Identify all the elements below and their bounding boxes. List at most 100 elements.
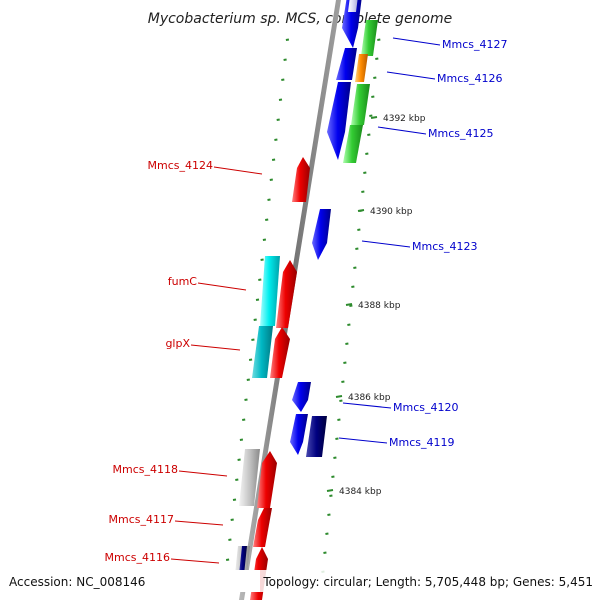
gene-callout-line	[342, 402, 392, 409]
gc-dot	[373, 76, 377, 79]
kbp-tick-label: 4390 kbp	[370, 207, 413, 217]
gc-dot	[278, 98, 283, 101]
gene-label[interactable]: Mmcs_4120	[393, 401, 458, 414]
gene-arrow-orange[interactable]	[355, 54, 368, 82]
gene-label[interactable]: glpX	[165, 337, 190, 350]
gc-dot	[244, 398, 248, 401]
footer-bg-right	[259, 570, 600, 592]
gene-arrow-mmcs-4118[interactable]	[257, 451, 277, 508]
genome-summary-text: Topology: circular; Length: 5,705,448 bp…	[262, 575, 593, 589]
gene-arrow-mmcs-4124[interactable]	[292, 157, 310, 202]
gc-dot	[265, 218, 269, 221]
kbp-tick-label: 4384 kbp	[339, 487, 382, 497]
gene-arrow-top-pale	[348, 0, 358, 12]
footer-bg-left	[0, 570, 260, 592]
gene-arrow-mmcs-4118-gray[interactable]	[239, 449, 260, 506]
gene-label[interactable]: Mmcs_4116	[105, 551, 170, 564]
gc-dot	[285, 38, 290, 41]
gc-dot	[260, 258, 264, 261]
gc-dot	[371, 95, 375, 98]
gene-arrow-top-green[interactable]	[361, 20, 378, 56]
gc-dot	[341, 380, 345, 383]
gene-callout-line	[377, 126, 427, 135]
gene-arrow-green-3[interactable]	[343, 125, 363, 163]
gc-dot	[353, 266, 357, 269]
gc-dot	[232, 498, 237, 501]
gene-label[interactable]: Mmcs_4126	[437, 72, 502, 85]
gene-callouts	[170, 37, 441, 564]
gc-dot	[343, 361, 347, 364]
gc-dot	[235, 478, 239, 481]
gc-dot	[337, 418, 341, 421]
gc-dot	[262, 238, 267, 241]
gc-dot	[351, 285, 355, 288]
gc-dot	[363, 171, 367, 174]
gc-dot	[329, 494, 333, 497]
gc-dot	[325, 532, 329, 535]
gc-dot	[327, 513, 331, 516]
gc-dot	[323, 551, 327, 554]
gene-arrow-mmcs-4119-b[interactable]	[306, 416, 327, 457]
gene-arrow-fumc[interactable]	[276, 260, 297, 328]
gc-dot	[333, 456, 337, 459]
gene-callout-line	[170, 558, 220, 564]
kbp-tick-mark	[345, 303, 353, 306]
gene-arrow-fumc-cyan[interactable]	[260, 256, 280, 326]
gc-dot	[253, 318, 257, 321]
gc-dot	[276, 118, 280, 121]
gc-dot	[345, 342, 349, 345]
gc-dot	[237, 458, 241, 461]
gene-label[interactable]: Mmcs_4123	[412, 240, 477, 253]
gene-label[interactable]: fumC	[168, 275, 198, 288]
gene-callout-line	[213, 166, 263, 175]
kbp-ticks: 4392 kbp 4390 kbp 4388 kbp 4386 kbp 4384 kbp	[326, 114, 426, 497]
map-title: Mycobacterium sp. MCS, complete genome	[148, 11, 453, 27]
kbp-tick-label: 4388 kbp	[358, 301, 401, 311]
gene-arrow-glpx-teal[interactable]	[252, 326, 273, 378]
gene-arrow-mmcs-4127[interactable]	[342, 0, 362, 48]
gc-dot	[269, 178, 273, 181]
gene-callout-line	[392, 37, 441, 46]
gene-label[interactable]: Mmcs_4119	[389, 436, 454, 449]
gc-dot	[365, 152, 369, 155]
gene-callout-line	[361, 240, 411, 248]
gene-label[interactable]: Mmcs_4117	[109, 513, 174, 526]
gene-arrow-green-2[interactable]	[351, 84, 370, 125]
gene-arrow-mmcs-4123[interactable]	[312, 209, 331, 260]
gc-dot	[283, 58, 287, 61]
gene-arrow-mmcs-4119-a[interactable]	[290, 414, 308, 455]
gc-dot	[335, 437, 339, 440]
gc-dot	[357, 228, 361, 231]
gene-arrow-mmcs-4120[interactable]	[292, 382, 311, 412]
gc-dot	[246, 378, 250, 381]
gene-arrow-mmcs-4117[interactable]	[253, 508, 272, 547]
gc-dot	[225, 558, 230, 561]
gc-dot	[274, 138, 278, 141]
gene-label[interactable]: Mmcs_4124	[148, 159, 213, 172]
gene-label[interactable]: Mmcs_4125	[428, 127, 493, 140]
gene-callout-line	[190, 344, 241, 351]
gc-dot	[375, 57, 379, 60]
gc-dot	[347, 323, 351, 326]
kbp-tick-mark	[370, 116, 378, 119]
kbp-tick-mark	[335, 395, 343, 398]
kbp-tick-mark	[357, 209, 365, 212]
gc-dot	[239, 438, 244, 441]
gc-dot	[267, 198, 271, 201]
gene-arrow-mmcs-4125[interactable]	[327, 82, 351, 160]
gc-dot	[349, 304, 353, 307]
gc-dot	[367, 133, 371, 136]
gene-arrow-glpx[interactable]	[270, 327, 290, 378]
gene-label[interactable]: Mmcs_4118	[113, 463, 178, 476]
accession-text: Accession: NC_008146	[9, 575, 145, 589]
gene-label[interactable]: Mmcs_4127	[442, 38, 507, 51]
gene-arrow-mmcs-4126[interactable]	[336, 48, 357, 80]
gene-callout-line	[174, 520, 224, 526]
kbp-tick-label: 4392 kbp	[383, 114, 426, 124]
gc-dot	[230, 518, 234, 521]
gc-dot	[251, 338, 255, 341]
kbp-tick-mark	[326, 489, 334, 492]
gene-callout-line	[197, 282, 247, 291]
gene-labels: Mmcs_4127 Mmcs_4126 Mmcs_4125 Mmcs_4123 Mmcs…	[105, 38, 508, 564]
